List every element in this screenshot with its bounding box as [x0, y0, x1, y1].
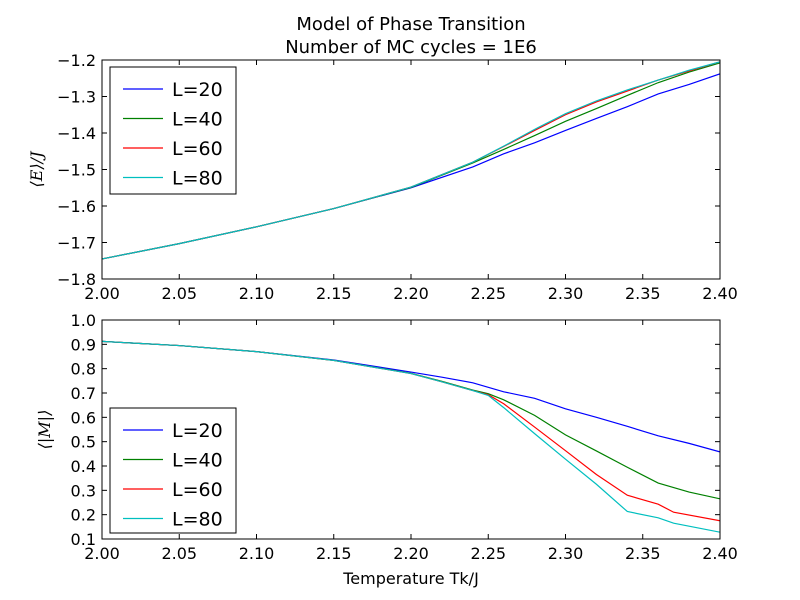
y-tick-label: −1.5 [57, 161, 96, 180]
x-tick-label: 2.25 [470, 544, 506, 563]
y-tick-label: −1.2 [57, 51, 96, 70]
y-tick-label: 0.1 [71, 530, 96, 549]
energy-panel: 2.00 2.05 2.10 2.15 2.20 2.25 2.30 2.35 2.40 −1.8… [27, 51, 738, 303]
legend-box [109, 66, 237, 195]
magnetization-panel: 2.00 2.05 2.10 2.15 2.20 2.25 2.30 2.35 2.40 0.1 0… [35, 311, 738, 588]
y-tick-label: −1.8 [57, 270, 96, 289]
y-tick-label: 1.0 [71, 311, 96, 330]
y-tick-label: 0.3 [71, 481, 96, 500]
x-tick-label: 2.25 [470, 284, 506, 303]
y-tick-label: 0.9 [71, 335, 96, 354]
axes-frame [101, 319, 721, 540]
series-line-l-80 [102, 61, 720, 260]
x-axis-label: Temperature Tk/J [342, 569, 479, 588]
y-tick-label: −1.4 [57, 124, 96, 143]
x-tick-label: 2.05 [161, 544, 197, 563]
x-tick-label: 2.00 [84, 544, 120, 563]
figure-title-line1: Model of Phase Transition [296, 14, 525, 35]
series-line-l-80 [102, 340, 720, 533]
x-tick-label: 2.15 [316, 284, 352, 303]
x-tick-label: 2.00 [84, 284, 120, 303]
legend-label: L=20 [172, 79, 223, 101]
legend-box [109, 407, 237, 534]
x-tick-label: 2.30 [548, 284, 584, 303]
x-tick-label: 2.10 [239, 284, 275, 303]
y-tick-label: 0.5 [71, 433, 96, 452]
y-tick-label: 0.8 [71, 360, 96, 379]
legend: L=20 L=40 L=60 L=80 [109, 407, 237, 534]
legend-label: L=80 [172, 168, 223, 190]
x-tick-label: 2.15 [316, 544, 352, 563]
series-lines [102, 340, 720, 533]
x-tick-label: 2.35 [625, 544, 661, 563]
legend-label: L=60 [172, 479, 223, 501]
legend-label: L=40 [172, 450, 223, 472]
x-tick-label: 2.35 [625, 284, 661, 303]
legend-label: L=40 [172, 109, 223, 131]
legend-label: L=20 [172, 420, 223, 442]
legend-label: L=60 [172, 138, 223, 160]
x-tick-label: 2.30 [548, 544, 584, 563]
y-axis-label: ⟨E⟩/J [27, 150, 46, 188]
y-axis-label: ⟨|M|⟩ [35, 410, 54, 450]
y-tick-label: 0.7 [71, 384, 96, 403]
y-tick-label: 0.4 [71, 457, 96, 476]
x-tick-label: 2.40 [702, 544, 738, 563]
y-tick-label: 0.6 [71, 408, 96, 427]
figure-title-line2: Number of MC cycles = 1E6 [285, 37, 537, 58]
legend-label: L=80 [172, 509, 223, 531]
y-tick-label: −1.3 [57, 88, 96, 107]
y-tick-label: 0.2 [71, 506, 96, 525]
x-tick-label: 2.40 [702, 284, 738, 303]
legend: L=20 L=40 L=60 L=80 [109, 66, 237, 195]
series-lines [102, 61, 720, 260]
y-tick-label: −1.6 [57, 197, 96, 216]
x-tick-label: 2.10 [239, 544, 275, 563]
y-tick-label: −1.7 [57, 234, 96, 253]
x-tick-label: 2.05 [161, 284, 197, 303]
x-tick-label: 2.20 [393, 544, 429, 563]
x-tick-label: 2.20 [393, 284, 429, 303]
axes-frame [101, 59, 721, 280]
